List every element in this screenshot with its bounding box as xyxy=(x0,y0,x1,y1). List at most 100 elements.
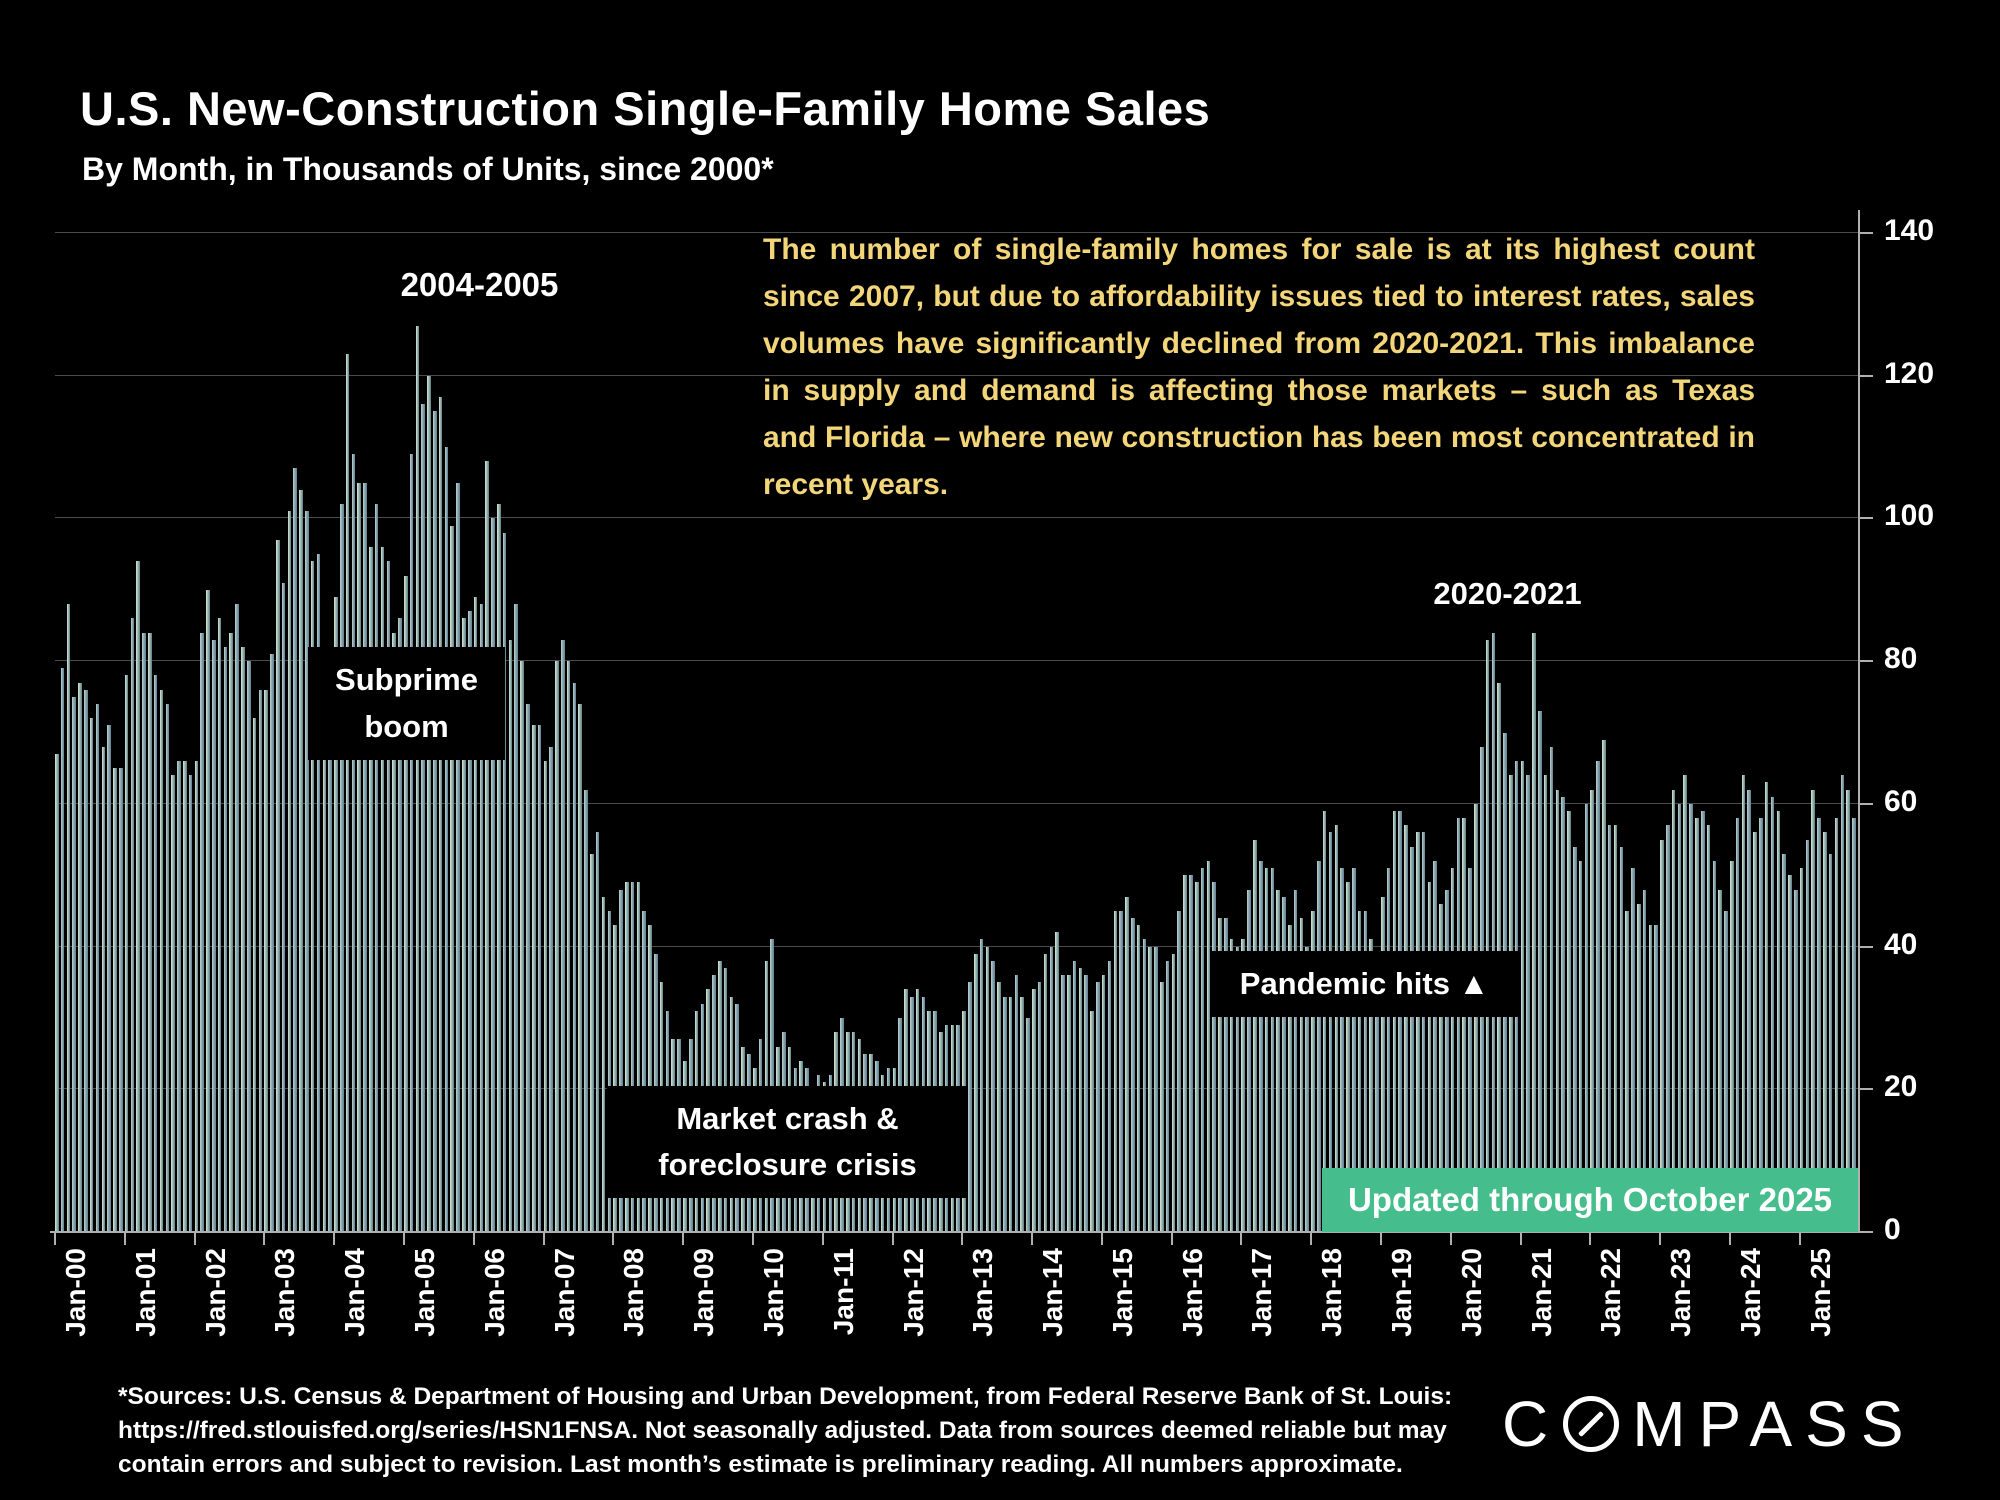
bar-month-38 xyxy=(276,539,280,1232)
bar-month-94 xyxy=(601,896,606,1232)
commentary-text: The number of single-family homes for sa… xyxy=(763,233,1755,501)
bar-month-6 xyxy=(89,718,94,1232)
bar-month-180 xyxy=(1101,975,1106,1232)
x-tick-Jan-06 xyxy=(472,1233,475,1245)
bar-month-61 xyxy=(409,454,414,1232)
bar-month-218 xyxy=(1322,811,1327,1232)
bar-month-37 xyxy=(270,654,274,1232)
bar-month-211 xyxy=(1282,896,1286,1232)
x-tick-Jan-19 xyxy=(1380,1233,1383,1245)
bar-month-228 xyxy=(1381,896,1385,1232)
annotation-market-crash: Market crash & foreclosure crisis xyxy=(607,1086,968,1198)
y-label-100: 100 xyxy=(1884,499,1935,533)
bar-month-199 xyxy=(1212,882,1216,1232)
bar-month-190 xyxy=(1160,982,1164,1232)
bar-month-160 xyxy=(985,946,990,1232)
bar-month-27 xyxy=(212,639,216,1232)
bar-month-192 xyxy=(1171,953,1176,1232)
compass-logo: C MPASS xyxy=(1502,1392,1917,1456)
bar-month-75 xyxy=(491,518,495,1232)
bar-month-227 xyxy=(1375,960,1379,1232)
bar-month-265 xyxy=(1596,761,1600,1232)
bar-month-233 xyxy=(1410,846,1414,1232)
gridline-y-120 xyxy=(55,374,1858,376)
x-label-Jan-13: Jan-13 xyxy=(967,1248,999,1337)
bar-month-30 xyxy=(229,632,234,1232)
bar-month-10 xyxy=(113,768,117,1232)
bar-month-81 xyxy=(526,703,530,1232)
bar-month-246 xyxy=(1485,639,1490,1232)
bar-month-44 xyxy=(310,561,315,1232)
bar-month-85 xyxy=(549,746,553,1232)
x-label-Jan-23: Jan-23 xyxy=(1665,1248,1697,1337)
bar-month-57 xyxy=(386,561,391,1232)
bar-month-188 xyxy=(1148,946,1152,1232)
x-label-Jan-24: Jan-24 xyxy=(1735,1248,1766,1337)
bar-month-56 xyxy=(380,546,385,1232)
bar-month-205 xyxy=(1247,889,1251,1232)
bar-month-191 xyxy=(1165,960,1170,1232)
bar-month-238 xyxy=(1439,903,1443,1232)
bar-month-29 xyxy=(223,646,228,1232)
bar-month-288 xyxy=(1730,860,1734,1232)
x-tick-Jan-01 xyxy=(123,1233,126,1245)
bar-month-80 xyxy=(520,661,524,1232)
compass-o-icon xyxy=(1563,1396,1620,1452)
bar-month-291 xyxy=(1747,789,1752,1232)
x-tick-Jan-09 xyxy=(682,1233,685,1245)
bar-month-273 xyxy=(1642,889,1647,1232)
bar-month-244 xyxy=(1474,803,1478,1232)
bar-month-89 xyxy=(572,682,577,1232)
x-tick-Jan-25 xyxy=(1798,1233,1801,1245)
page-title: U.S. New-Construction Single-Family Home… xyxy=(80,82,1211,136)
bar-month-183 xyxy=(1119,910,1123,1232)
x-tick-Jan-21 xyxy=(1519,1233,1522,1245)
bar-month-262 xyxy=(1578,860,1583,1232)
page-subtitle: By Month, in Thousands of Units, since 2… xyxy=(82,150,774,187)
bar-month-195 xyxy=(1189,875,1193,1232)
bar-month-305 xyxy=(1828,853,1833,1232)
x-tick-Jan-22 xyxy=(1589,1233,1592,1245)
bar-month-1 xyxy=(60,668,65,1232)
bar-month-14 xyxy=(136,561,141,1232)
bar-month-4 xyxy=(78,682,82,1232)
bar-month-43 xyxy=(305,511,309,1232)
bar-month-293 xyxy=(1759,818,1763,1232)
bar-month-299 xyxy=(1793,889,1798,1232)
x-tick-Jan-00 xyxy=(54,1233,56,1245)
x-label-Jan-00: Jan-00 xyxy=(60,1248,91,1337)
bar-month-204 xyxy=(1241,939,1246,1232)
bar-month-73 xyxy=(479,604,484,1232)
bar-month-222 xyxy=(1346,882,1350,1232)
x-tick-Jan-05 xyxy=(402,1233,405,1245)
bar-month-276 xyxy=(1660,839,1664,1232)
bar-month-271 xyxy=(1631,868,1635,1232)
bar-month-39 xyxy=(281,582,286,1232)
bar-month-266 xyxy=(1602,739,1606,1232)
bar-month-269 xyxy=(1619,846,1624,1232)
bar-month-35 xyxy=(258,689,263,1232)
bar-month-252 xyxy=(1520,761,1525,1232)
bar-month-187 xyxy=(1142,939,1147,1232)
bar-month-9 xyxy=(107,725,111,1232)
bar-month-295 xyxy=(1770,796,1775,1232)
bar-month-162 xyxy=(997,982,1001,1232)
bar-month-272 xyxy=(1636,903,1641,1232)
bar-month-176 xyxy=(1078,968,1083,1232)
bar-month-229 xyxy=(1386,868,1391,1232)
bar-month-167 xyxy=(1026,1017,1030,1232)
bar-month-7 xyxy=(95,703,100,1232)
bar-month-3 xyxy=(72,696,77,1232)
gridline-y-100 xyxy=(55,517,1858,519)
x-tick-Jan-23 xyxy=(1659,1233,1662,1245)
bar-month-274 xyxy=(1648,925,1653,1232)
bar-month-213 xyxy=(1293,889,1298,1232)
y-tick-80 xyxy=(1858,660,1873,663)
bar-month-281 xyxy=(1689,803,1693,1232)
x-label-Jan-07: Jan-07 xyxy=(548,1248,580,1337)
bar-month-15 xyxy=(142,632,146,1232)
bar-month-163 xyxy=(1003,996,1007,1232)
bar-month-260 xyxy=(1567,811,1571,1232)
bar-month-235 xyxy=(1421,832,1426,1232)
